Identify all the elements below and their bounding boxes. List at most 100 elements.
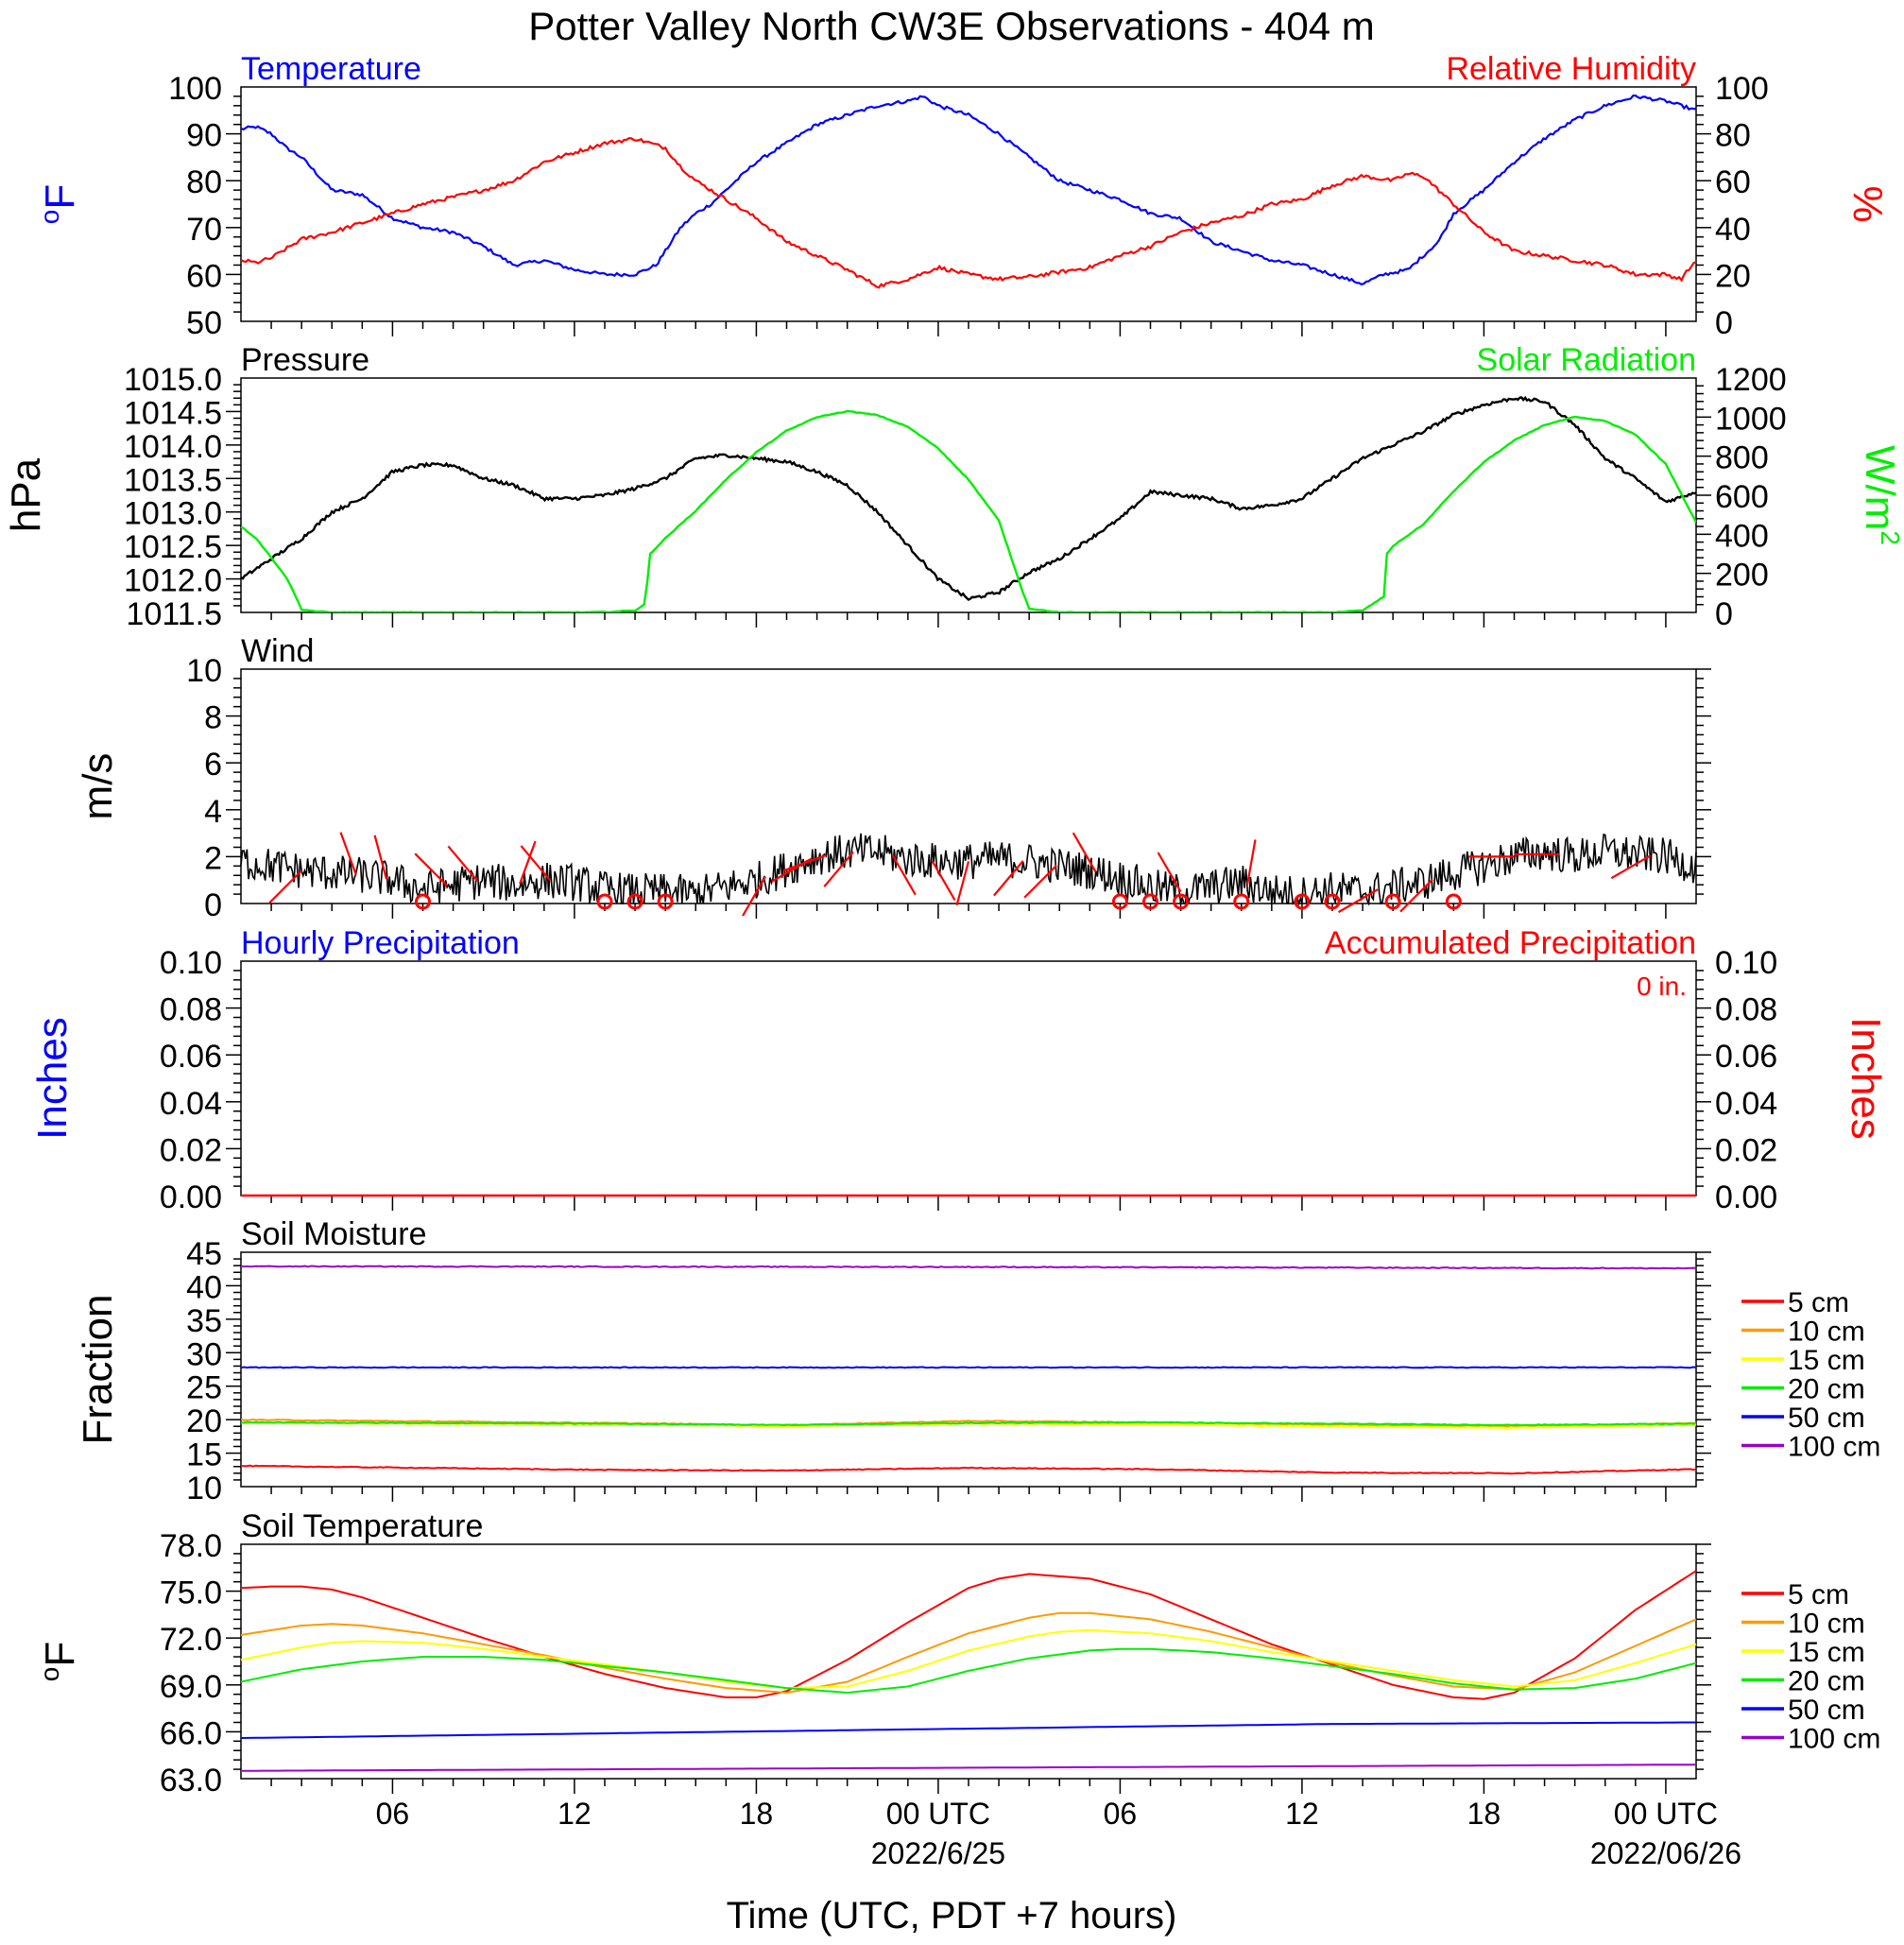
- y-tick-label: 72.0: [160, 1622, 222, 1658]
- legend-label: 5 cm: [1788, 1287, 1849, 1318]
- y-tick-label: 1015.0: [124, 362, 222, 398]
- wind-barb: [1610, 854, 1652, 880]
- y-tick-label: 30: [186, 1336, 222, 1372]
- x-axis-labels: 06 12 18 00 UTC 2022/6/25 06 12 18 00 UTC 2022/06…: [376, 1797, 1741, 1870]
- legend-label: 10 cm: [1788, 1609, 1865, 1640]
- x-tick-label: 00 UTC: [1614, 1797, 1718, 1831]
- series-line: [240, 1265, 1697, 1270]
- wind-barb: [955, 861, 970, 906]
- y-tick-label: 45: [186, 1236, 222, 1272]
- wind-barb: [447, 845, 479, 882]
- panel-title: Soil Temperature: [241, 1508, 483, 1544]
- y-tick-label-right: 1000: [1715, 401, 1787, 437]
- y-tick-label: 0: [204, 887, 222, 923]
- left-unit-label: hPa: [3, 457, 49, 532]
- panel-left-title: Hourly Precipitation: [241, 925, 520, 961]
- series-line: [240, 1570, 1697, 1700]
- wind-barb: [1157, 852, 1182, 893]
- y-tick-label: 6: [204, 747, 222, 783]
- y-tick-label-right: 0.10: [1715, 945, 1777, 981]
- series-line: [241, 137, 1696, 289]
- unit-label: Fraction: [75, 1295, 121, 1445]
- y-tick-label: 1011.5: [127, 596, 222, 632]
- series-line: [240, 1721, 1696, 1739]
- calm-marker: [415, 893, 431, 910]
- panel-left-title: Temperature: [241, 51, 421, 87]
- panel-title: Soil Moisture: [241, 1216, 427, 1252]
- y-tick-label: 20: [186, 1403, 222, 1439]
- y-ticks-right: [1696, 95, 1711, 313]
- y-tick-label-right: 1200: [1715, 362, 1787, 398]
- y-tick-label: 8: [204, 700, 222, 736]
- wind-barb: [373, 835, 388, 880]
- calm-marker: [626, 893, 643, 910]
- y-tick-label: 1014.5: [124, 395, 222, 431]
- y-ticks-left: [226, 95, 241, 313]
- legend-label: 10 cm: [1788, 1317, 1865, 1348]
- wind-barb: [993, 860, 1024, 897]
- y-tick-label: 1012.5: [124, 529, 222, 565]
- calm-marker: [1142, 893, 1158, 910]
- panel-wind: 0 2 4 6 8 10 Wind m/s: [75, 633, 1711, 923]
- series-line: [240, 1611, 1697, 1695]
- y-tick-label-right: 0: [1715, 305, 1733, 341]
- chart-title: Potter Valley North CW3E Observations - …: [528, 4, 1375, 48]
- y-tick-label: 0.06: [160, 1039, 222, 1075]
- y-tick-label: 4: [204, 794, 222, 830]
- panel-precipitation: 0.00 0.02 0.04 0.06 0.08 0.10 0.00 0.02 0.04 0.06…: [29, 925, 1889, 1215]
- wind-barb: [742, 875, 766, 917]
- calm-marker: [1324, 893, 1341, 910]
- wind-barb: [268, 869, 302, 904]
- legend-label: 15 cm: [1788, 1345, 1865, 1376]
- unit-label: oF: [35, 1642, 83, 1681]
- wind-barb: [1072, 832, 1097, 873]
- y-tick-label: 35: [186, 1303, 222, 1339]
- y-tick-label: 78.0: [160, 1528, 222, 1564]
- y-tick-label: 25: [186, 1370, 222, 1406]
- x-tick-label: 06: [376, 1797, 410, 1831]
- y-tick-label: 1012.0: [124, 563, 222, 599]
- y-tick-label: 90: [186, 118, 222, 154]
- series-line: [241, 1420, 1697, 1427]
- unit-label: m/s: [75, 753, 121, 820]
- calm-marker: [1445, 893, 1462, 910]
- y-tick-label: 100: [168, 71, 222, 107]
- wind-barb: [414, 852, 448, 886]
- x-ticks: [270, 904, 1667, 919]
- panel-right-title: Accumulated Precipitation: [1325, 925, 1696, 961]
- y-tick-label: 69.0: [160, 1669, 222, 1705]
- y-tick-label: 60: [186, 258, 222, 294]
- y-ticks-left: [226, 384, 241, 607]
- panel-frame: [240, 1543, 1697, 1780]
- wind-barb: [823, 851, 854, 887]
- y-tick-label-right: 0.02: [1715, 1132, 1777, 1168]
- y-ticks-right: [1696, 668, 1711, 895]
- y-ticks-left: [226, 970, 241, 1187]
- y-ticks-left: [226, 1553, 241, 1770]
- panel-frame: [240, 377, 1697, 613]
- legend-label: 100 cm: [1788, 1724, 1880, 1755]
- x-date-label: 2022/6/25: [871, 1836, 1005, 1870]
- y-tick-label: 1014.0: [124, 429, 222, 465]
- calm-markers: [415, 893, 1462, 910]
- y-tick-label-right: 400: [1715, 518, 1769, 554]
- y-tick-label-right: 60: [1715, 164, 1751, 200]
- left-unit-label: Inches: [29, 1017, 76, 1140]
- calm-marker: [1384, 893, 1401, 910]
- y-tick-label: 75.0: [160, 1575, 222, 1611]
- legend-label: 20 cm: [1788, 1666, 1865, 1697]
- panel-title: Wind: [241, 633, 314, 669]
- x-tick-label: 06: [1104, 1797, 1138, 1831]
- y-tick-label: 40: [186, 1269, 222, 1305]
- y-tick-label: 0.04: [160, 1086, 222, 1122]
- y-ticks-right: [1696, 1251, 1711, 1481]
- y-tick-label-right: 200: [1715, 558, 1769, 594]
- right-unit-label: W/m2: [1857, 445, 1904, 545]
- calm-marker: [1233, 893, 1250, 910]
- y-tick-label: 10: [186, 1471, 222, 1506]
- right-unit-label: Inches: [1843, 1017, 1889, 1140]
- y-ticks-left: [226, 1258, 241, 1481]
- legend-label: 15 cm: [1788, 1637, 1865, 1668]
